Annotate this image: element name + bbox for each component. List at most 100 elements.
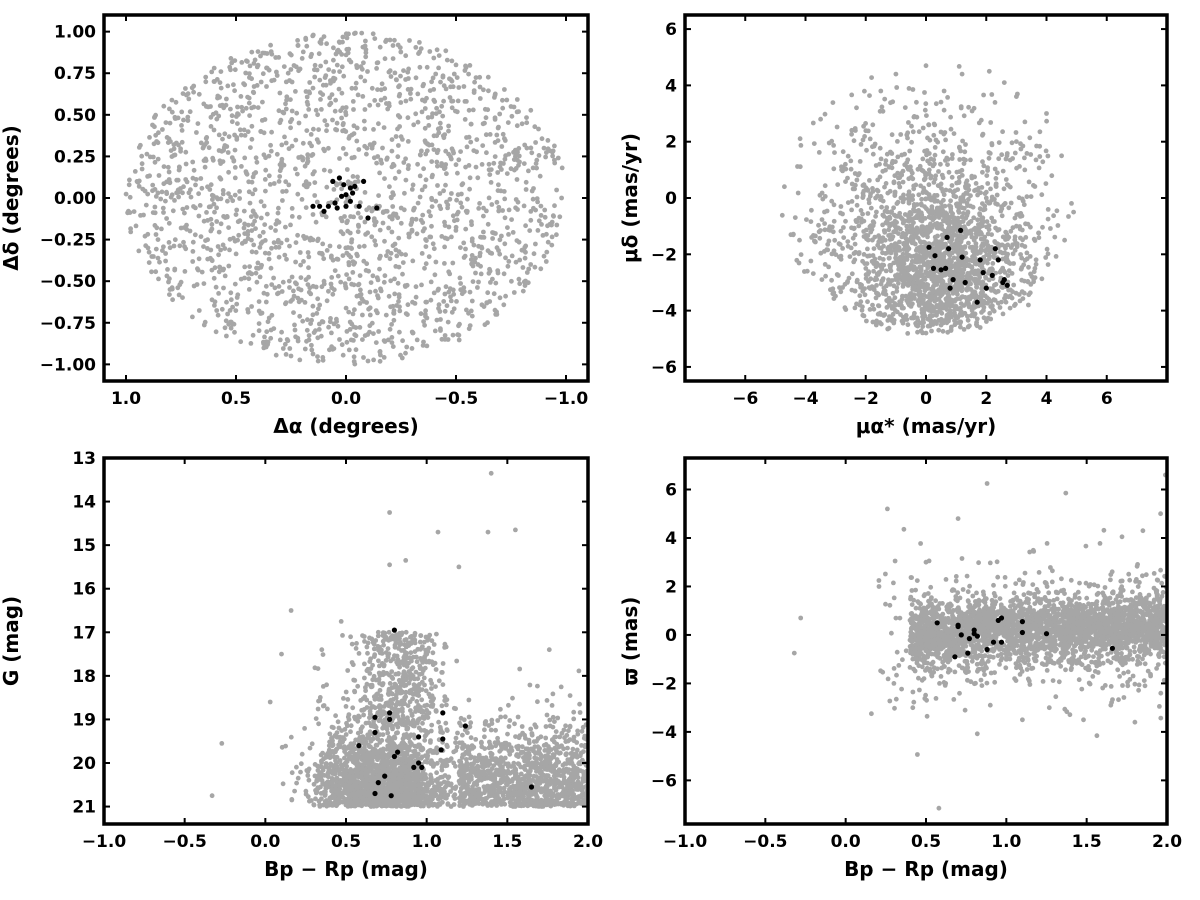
field-star-point — [199, 185, 205, 191]
field-star-point — [824, 208, 830, 214]
field-star-point — [388, 278, 394, 284]
field-star-point — [826, 238, 832, 244]
y-tick-label: 0 — [665, 189, 677, 209]
field-star-point — [380, 145, 385, 151]
field-star-point — [262, 117, 268, 122]
field-star-point — [238, 339, 244, 345]
field-star-point — [179, 123, 184, 128]
field-star-point — [136, 145, 142, 150]
field-star-point — [186, 96, 192, 102]
field-star-point — [168, 148, 174, 154]
field-star-point — [302, 346, 308, 352]
field-star-point — [838, 253, 844, 259]
field-star-point — [833, 252, 839, 257]
field-star-point — [956, 205, 962, 211]
field-star-point — [1039, 192, 1045, 198]
field-star-point — [877, 310, 883, 316]
field-star-point — [327, 95, 333, 101]
field-star-point — [216, 148, 222, 153]
field-star-point — [164, 216, 170, 221]
field-star-point — [902, 105, 908, 110]
field-star-point — [941, 272, 947, 278]
field-star-point — [890, 158, 896, 164]
field-star-point — [422, 125, 428, 131]
field-star-point — [934, 225, 940, 231]
field-star-point — [1009, 271, 1015, 276]
field-star-point — [422, 106, 428, 111]
field-star-point — [344, 329, 350, 334]
field-star-point — [865, 253, 870, 259]
field-star-point — [208, 182, 214, 188]
field-star-point — [417, 194, 423, 200]
field-star-point — [534, 165, 539, 171]
field-star-point — [918, 328, 924, 334]
field-star-point — [205, 237, 211, 243]
field-star-point — [415, 91, 421, 97]
field-star-point — [911, 114, 917, 120]
field-star-point — [367, 305, 373, 311]
field-star-point — [233, 308, 239, 313]
field-star-point — [403, 98, 409, 104]
field-star-point — [938, 279, 943, 284]
field-star-point — [396, 84, 401, 90]
field-star-point — [914, 99, 919, 105]
field-star-point — [863, 276, 869, 281]
field-star-point — [312, 74, 318, 80]
field-star-point — [453, 224, 459, 230]
field-star-point — [862, 292, 868, 298]
field-star-point — [309, 143, 314, 149]
field-star-point — [419, 282, 424, 288]
field-star-point — [321, 167, 327, 173]
field-star-point — [340, 105, 346, 111]
field-star-point — [919, 218, 925, 224]
field-star-point — [933, 246, 939, 252]
field-star-point — [910, 87, 916, 92]
field-star-point — [1033, 157, 1039, 163]
field-star-point — [253, 226, 258, 232]
field-star-point — [337, 156, 342, 161]
field-star-point — [357, 301, 363, 306]
field-star-point — [225, 198, 230, 204]
field-star-point — [280, 346, 286, 351]
field-star-point — [353, 80, 359, 86]
field-star-point — [1014, 165, 1019, 171]
field-star-point — [1045, 207, 1051, 212]
field-star-point — [206, 204, 212, 210]
field-star-point — [469, 298, 475, 304]
field-star-point — [856, 250, 862, 255]
field-star-point — [228, 56, 234, 61]
x-tick-label: −6 — [732, 389, 758, 409]
field-star-point — [361, 258, 367, 264]
field-star-point — [192, 232, 198, 238]
field-star-point — [187, 109, 193, 115]
field-star-point — [335, 323, 341, 329]
field-star-point — [424, 64, 430, 70]
field-star-point — [876, 292, 881, 298]
field-star-point — [468, 121, 474, 127]
field-star-point — [824, 247, 830, 253]
field-star-point — [887, 216, 893, 221]
field-star-point — [353, 347, 359, 353]
field-star-point — [202, 164, 208, 170]
field-star-point — [371, 126, 376, 132]
field-star-point — [886, 325, 892, 331]
field-star-point — [447, 95, 453, 100]
field-star-point — [940, 328, 946, 334]
field-star-point — [167, 120, 173, 126]
field-star-point — [237, 127, 243, 133]
field-star-point — [319, 107, 324, 112]
field-star-point — [339, 186, 344, 192]
field-star-point — [443, 48, 449, 54]
x-tick-label: −0.5 — [434, 389, 478, 409]
field-star-point — [893, 277, 898, 282]
field-star-point — [458, 149, 463, 155]
field-star-point — [437, 191, 443, 196]
field-star-point — [362, 143, 368, 149]
field-star-point — [980, 169, 985, 175]
field-star-point — [926, 182, 932, 188]
field-star-point — [1010, 251, 1016, 257]
field-star-point — [1027, 254, 1033, 259]
field-star-point — [840, 285, 845, 290]
field-star-point — [343, 105, 349, 110]
field-star-point — [925, 259, 931, 265]
